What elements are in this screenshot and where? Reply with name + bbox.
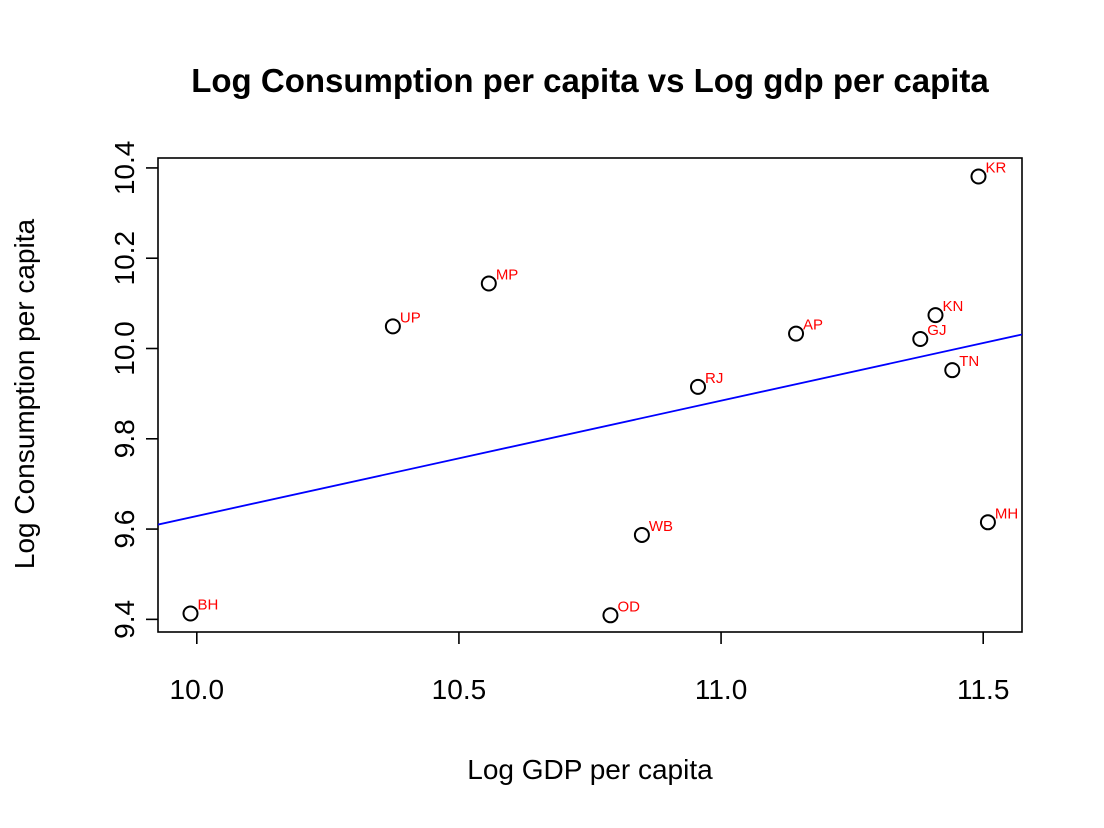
y-tick-label: 9.6 — [109, 510, 140, 549]
y-tick-label: 10.0 — [109, 321, 140, 376]
point-label-mp: MP — [496, 266, 519, 283]
y-tick-label: 10.4 — [109, 141, 140, 196]
y-tick-label: 10.2 — [109, 231, 140, 286]
point-label-kr: KR — [985, 160, 1006, 177]
data-point-mp — [480, 275, 497, 292]
point-label-up: UP — [400, 309, 421, 326]
x-axis-label: Log GDP per capita — [467, 754, 713, 785]
point-label-od: OD — [617, 598, 640, 615]
plot-frame — [157, 157, 1023, 633]
point-label-tn: TN — [959, 353, 979, 370]
data-point-od — [602, 607, 619, 624]
point-label-bh: BH — [198, 596, 219, 613]
data-point-ap — [788, 325, 805, 342]
y-tick-label: 9.8 — [109, 419, 140, 458]
y-tick-label: 9.4 — [109, 600, 140, 639]
data-point-kr — [970, 168, 987, 185]
data-point-up — [384, 318, 401, 335]
x-tick-label: 11.0 — [695, 674, 747, 705]
point-label-gj: GJ — [927, 322, 946, 339]
x-tick-label: 10.0 — [170, 674, 225, 705]
chart-title: Log Consumption per capita vs Log gdp pe… — [191, 62, 989, 99]
data-point-tn — [944, 362, 961, 379]
data-point-wb — [633, 526, 650, 543]
plot-area: 10.0 10.5 11.0 11.5 9.4 9.6 9.8 10.0 10.2 10.4 BH U… — [109, 141, 1023, 705]
y-axis-label: Log Consumption per capita — [9, 218, 40, 569]
point-label-wb: WB — [649, 518, 673, 535]
data-point-mh — [979, 514, 996, 531]
data-point-kn — [927, 307, 944, 324]
point-label-rj: RJ — [705, 370, 723, 387]
data-point-rj — [690, 378, 706, 395]
x-tick-label: 10.5 — [432, 674, 487, 705]
data-point-bh — [182, 605, 199, 622]
fit-line — [158, 333, 1022, 526]
data-point-gj — [912, 331, 929, 348]
point-label-kn: KN — [942, 298, 963, 315]
x-tick-label: 11.5 — [957, 674, 1009, 705]
point-label-mh: MH — [995, 505, 1018, 522]
point-label-ap: AP — [803, 317, 823, 334]
